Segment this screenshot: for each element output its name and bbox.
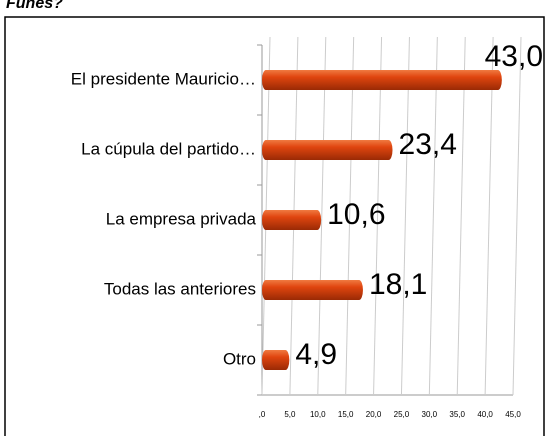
grid-line xyxy=(456,36,466,396)
data-label: 4,9 xyxy=(295,338,337,371)
y-tick-label: La empresa privada xyxy=(106,209,257,228)
grid-line xyxy=(373,36,383,396)
x-tick-label: 40,0 xyxy=(477,410,493,419)
data-label: 18,1 xyxy=(369,268,427,301)
data-label: 43,0 xyxy=(485,40,543,73)
x-tick-label: 35,0 xyxy=(449,410,465,419)
y-tick-label: Otro xyxy=(223,349,256,368)
chart-border xyxy=(4,16,545,436)
data-label: 10,6 xyxy=(327,198,385,231)
grid-line xyxy=(428,36,438,396)
bar xyxy=(262,210,322,230)
x-tick-label: 5,0 xyxy=(284,410,296,419)
x-tick-label: ,0 xyxy=(259,410,266,419)
grid-line xyxy=(400,36,410,396)
chart-title: Funes? xyxy=(6,0,63,12)
x-tick-label: 45,0 xyxy=(505,410,521,419)
x-tick-label: 10,0 xyxy=(310,410,326,419)
grid-line xyxy=(512,36,522,396)
bar xyxy=(262,350,290,370)
x-tick-label: 20,0 xyxy=(366,410,382,419)
bar xyxy=(262,70,502,90)
bar xyxy=(262,140,393,160)
y-tick-label: El presidente Mauricio… xyxy=(71,69,256,88)
grid-line xyxy=(317,36,327,396)
x-tick-label: 25,0 xyxy=(394,410,410,419)
y-tick-label: La cúpula del partido… xyxy=(81,139,256,158)
x-tick-label: 15,0 xyxy=(338,410,354,419)
data-label: 23,4 xyxy=(399,128,457,161)
y-tick-label: Todas las anteriores xyxy=(104,279,256,298)
grid-line xyxy=(484,36,494,396)
bar xyxy=(262,280,363,300)
grid-line xyxy=(345,36,355,396)
x-tick-label: 30,0 xyxy=(422,410,438,419)
